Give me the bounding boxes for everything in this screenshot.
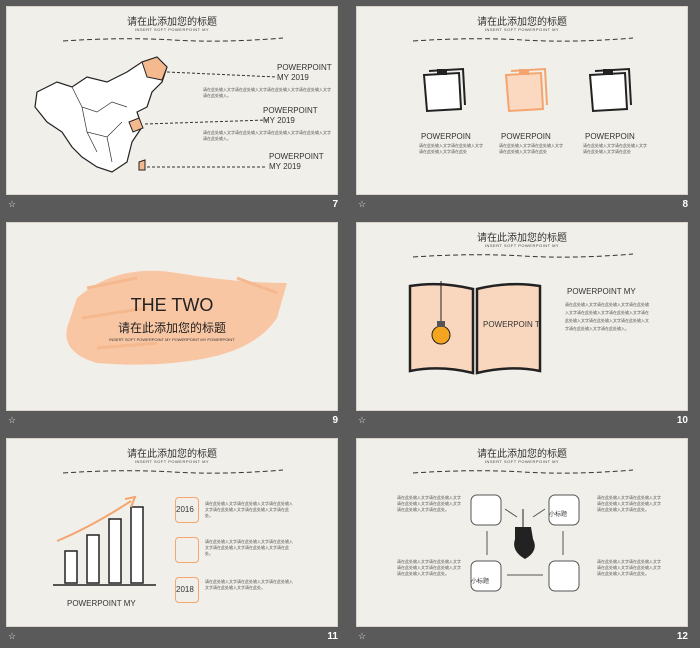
slide-caption: ☆ 11 [6, 629, 338, 645]
year-box-2 [175, 537, 199, 563]
side-desc: 请在此处输入文字请在此处输入文字请在此处输入文字请在此处输入文字请在此处输入文字… [565, 302, 649, 331]
slide-11-canvas: 请在此添加您的标题 INSERT SOFT POWERPOINT MY POWE… [6, 438, 338, 627]
year-box-1 [175, 497, 199, 523]
slide-12-canvas: 请在此添加您的标题 INSERT SOFT POWERPOINT MY 小标题 … [356, 438, 688, 627]
slide-title: 请在此添加您的标题 [127, 17, 217, 28]
year-1-desc: 请在此处输入文字请在此处输入文字请在此处输入文字请在此处输入文字请在此处输入文字… [205, 501, 293, 518]
dashed-divider [412, 253, 634, 258]
slide-title: 请在此添加您的标题 [117, 321, 226, 335]
slide-7-canvas: 请在此添加您的标题 INSERT SOFT POWERPOINT MY POWE… [6, 6, 338, 195]
slide-number: 12 [676, 631, 688, 642]
dashed-divider [62, 469, 284, 474]
animation-icon: ☆ [358, 415, 367, 425]
dashed-divider [62, 37, 284, 42]
year-3: 2018 [176, 585, 194, 594]
side-heading: POWERPOINT MY [567, 287, 636, 296]
dashed-divider [412, 37, 634, 42]
animation-icon: ☆ [8, 415, 17, 425]
slide-number: 10 [676, 415, 688, 426]
label-2-heading: POWERPOINT [263, 106, 318, 115]
slide-subtitle: INSERT SOFT POWERPOINT MY [484, 243, 560, 248]
dashed-divider [412, 469, 634, 474]
animation-icon: ☆ [358, 199, 367, 209]
box-label-2: 小标题 [549, 512, 568, 518]
slide-caption: ☆ 8 [356, 197, 688, 213]
slide-8-canvas: 请在此添加您的标题 INSERT SOFT POWERPOINT MY POWE… [356, 6, 688, 195]
china-map-icon [34, 56, 278, 173]
growth-bar-chart-icon [53, 495, 156, 586]
idea-diagram-icon [470, 494, 580, 592]
slide-title: 请在此添加您的标题 [477, 449, 567, 460]
brush-stroke-shape [66, 270, 287, 365]
box-label-3: 小标题 [471, 579, 490, 585]
slide-number: 9 [332, 415, 338, 426]
text-block-1: 请在此处输入文字请在此处输入文字请在此处输入文字请在此处输入文字请在此处输入文字… [397, 495, 461, 512]
slide-9-canvas: THE TWO 请在此添加您的标题 INSERT SOFT POWERPOINT… [6, 222, 338, 411]
section-heading: THE TWO [130, 295, 214, 315]
slide-number: 8 [682, 199, 688, 210]
label-3-heading: POWERPOINT [269, 152, 324, 161]
slide-thumbnail-12[interactable]: 请在此添加您的标题 INSERT SOFT POWERPOINT MY 小标题 … [350, 432, 694, 648]
slide-caption: ☆ 10 [356, 413, 688, 429]
slide-caption: ☆ 9 [6, 413, 338, 429]
sticky-note-icon-accent [504, 67, 548, 113]
chart-caption: POWERPOINT MY [67, 599, 136, 608]
slide-10-canvas: 请在此添加您的标题 INSERT SOFT POWERPOINT MY POWE… [356, 222, 688, 411]
year-3-desc: 请在此处输入文字请在此处输入文字请在此处输入文字请在此处输入文字请在此处。 [205, 579, 293, 590]
slide-title: 请在此添加您的标题 [127, 449, 217, 460]
col-1-heading: POWERPOIN [421, 132, 471, 141]
slide-thumbnail-10[interactable]: 请在此添加您的标题 INSERT SOFT POWERPOINT MY POWE… [350, 216, 694, 432]
col-2-heading: POWERPOIN [501, 132, 551, 141]
label-1-year: MY 2019 [277, 73, 309, 82]
book-label: POWERPOIN T [483, 320, 540, 329]
slide-thumbnail-9[interactable]: THE TWO 请在此添加您的标题 INSERT SOFT POWERPOINT… [0, 216, 344, 432]
slide-thumbnail-11[interactable]: 请在此添加您的标题 INSERT SOFT POWERPOINT MY POWE… [0, 432, 344, 648]
year-2-desc: 请在此处输入文字请在此处输入文字请在此处输入文字请在此处输入文字请在此处输入文字… [205, 539, 293, 556]
slide-thumbnail-7[interactable]: 请在此添加您的标题 INSERT SOFT POWERPOINT MY POWE… [0, 0, 344, 216]
animation-icon: ☆ [8, 199, 17, 209]
animation-icon: ☆ [358, 631, 367, 641]
slide-title: 请在此添加您的标题 [477, 233, 567, 244]
slide-subtitle: INSERT SOFT POWERPOINT MY [134, 459, 210, 464]
slide-thumbnail-8[interactable]: 请在此添加您的标题 INSERT SOFT POWERPOINT MY POWE… [350, 0, 694, 216]
slide-caption: ☆ 7 [6, 197, 338, 213]
sticky-note-icon [588, 67, 632, 113]
slide-caption: ☆ 12 [356, 629, 688, 645]
slide-number: 11 [327, 631, 338, 642]
year-box-3 [175, 577, 199, 603]
label-2-year: MY 2019 [263, 116, 295, 125]
text-block-2: 请在此处输入文字请在此处输入文字请在此处输入文字请在此处输入文字请在此处输入文字… [597, 495, 661, 512]
sticky-note-icon [422, 67, 466, 113]
slide-subtitle: INSERT SOFT POWERPOINT MY POWERPOINT MY … [109, 337, 235, 342]
year-1: 2016 [176, 505, 194, 514]
col-3-heading: POWERPOIN [585, 132, 635, 141]
slide-subtitle: INSERT SOFT POWERPOINT MY [484, 459, 560, 464]
label-3-year: MY 2019 [269, 162, 301, 171]
animation-icon: ☆ [8, 631, 17, 641]
text-block-4: 请在此处输入文字请在此处输入文字请在此处输入文字请在此处输入文字请在此处输入文字… [597, 559, 661, 576]
col-2-desc: 请在此处输入文字请在此处输入文字请在此处输入文字请在此处 [499, 143, 563, 154]
label-1-desc: 请在此处输入文字请在此处输入文字请在此处输入文字请在此处输入文字请在此处输入。 [203, 87, 331, 98]
label-2-desc: 请在此处输入文字请在此处输入文字请在此处输入文字请在此处输入文字请在此处输入。 [203, 130, 331, 141]
col-1-desc: 请在此处输入文字请在此处输入文字请在此处输入文字请在此处 [419, 143, 483, 154]
open-book-icon [408, 281, 542, 375]
text-block-3: 请在此处输入文字请在此处输入文字请在此处输入文字请在此处输入文字请在此处输入文字… [397, 559, 461, 576]
slide-number: 7 [332, 199, 338, 210]
slide-title: 请在此添加您的标题 [477, 17, 567, 28]
col-3-desc: 请在此处输入文字请在此处输入文字请在此处输入文字请在此处 [583, 143, 647, 154]
label-1-heading: POWERPOINT [277, 63, 332, 72]
slide-subtitle: INSERT SOFT POWERPOINT MY [484, 27, 560, 32]
slide-subtitle: INSERT SOFT POWERPOINT MY [134, 27, 210, 32]
